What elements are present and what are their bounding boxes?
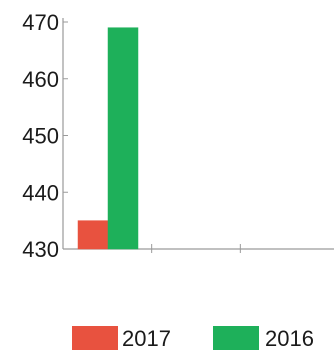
legend: 2017 2016	[72, 326, 314, 351]
y-tick-label: 460	[22, 67, 59, 92]
legend-swatch-2017	[72, 326, 118, 350]
y-tick-label: 440	[22, 180, 59, 205]
y-tick-label: 430	[22, 237, 59, 262]
bars	[77, 27, 139, 250]
legend-label-2017: 2017	[122, 326, 171, 351]
axes	[62, 18, 334, 253]
bar-2016	[107, 27, 139, 250]
legend-label-2016: 2016	[265, 326, 314, 351]
bar-2017	[77, 220, 109, 250]
y-tick-label: 450	[22, 124, 59, 149]
legend-swatch-2016	[213, 326, 259, 350]
y-tick-label: 470	[22, 10, 59, 35]
y-tick-labels: 430 440 450 460 470	[22, 10, 59, 262]
